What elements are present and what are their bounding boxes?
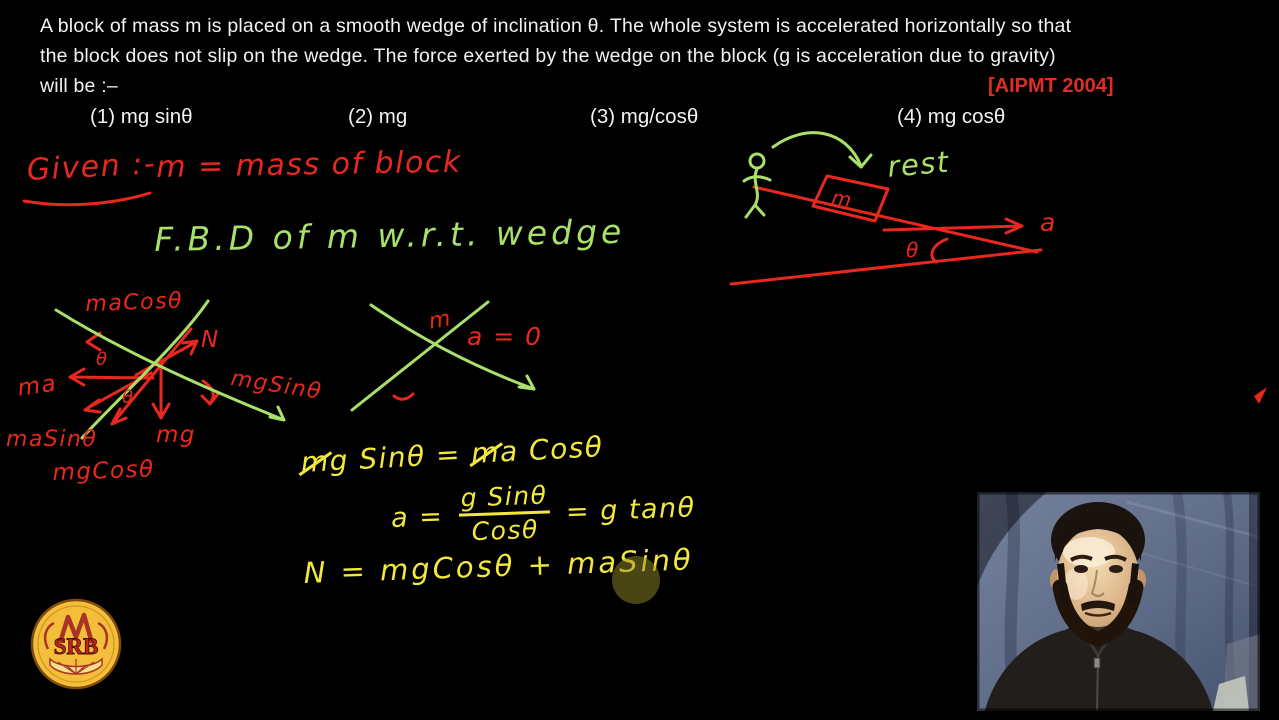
- stick-figure-legs: [744, 203, 766, 219]
- equation-balance: mg Sinθ = ma Cosθ: [300, 430, 604, 479]
- fbd-mg-arrow: [151, 368, 171, 420]
- stick-figure-head: [748, 152, 766, 170]
- eq1-right: a Cosθ: [499, 430, 605, 469]
- zipper-pull: [1093, 657, 1101, 669]
- eq2-tail: = g tanθ: [565, 492, 697, 528]
- logo-left-flourish: [43, 621, 55, 650]
- nose: [1090, 569, 1105, 597]
- fbd-cross-line-1: [54, 308, 286, 422]
- wedge-block-label: m: [829, 185, 855, 213]
- wedge-base-line: [729, 248, 1043, 286]
- fbd-mg-cos-label: mgCosθ: [52, 456, 156, 486]
- option-1: (1) mg sinθ: [90, 105, 193, 128]
- logo-book-pages: [57, 659, 95, 675]
- eq2-lead: a =: [390, 500, 444, 534]
- fbd-ma-arrow: [68, 367, 155, 387]
- logo-text: SRB: [54, 634, 99, 659]
- fraction: g Sinθ Cosθ: [454, 480, 555, 546]
- fbd-ma-label: ma: [16, 370, 59, 402]
- fraction-denominator: Cosθ: [459, 510, 552, 546]
- cancelled-m-left: m: [300, 444, 331, 479]
- acceleration-zero-note: a = 0: [467, 322, 543, 351]
- srb-logo: SRB: [30, 598, 122, 690]
- wedge-angle-arc: [930, 237, 949, 264]
- given-value: m = mass of block: [156, 144, 462, 185]
- fbd-incline-axis-arrow: [110, 327, 193, 426]
- acceleration-arrow: [882, 217, 1024, 235]
- fraction-numerator: g Sinθ: [460, 480, 548, 513]
- stick-figure-body: [753, 167, 759, 207]
- rest-label: rest: [886, 144, 951, 184]
- wedge-acceleration-label: a: [1040, 208, 1057, 237]
- right-eye: [1109, 565, 1123, 573]
- wedge-angle-label: θ: [906, 238, 920, 262]
- wedge-incline-line: [752, 185, 1039, 254]
- eq1-left: g Sinθ: [328, 439, 427, 478]
- red-dash-mark: [392, 392, 415, 401]
- beard: [1052, 579, 1144, 647]
- logo-right-flourish: [97, 621, 109, 650]
- option-3: (3) mg/cosθ: [590, 105, 699, 128]
- fbd-ma-sin-label: maSinθ: [6, 427, 98, 452]
- fbd-mg-label: mg: [156, 422, 197, 448]
- stick-figure: [742, 152, 772, 219]
- rest-curved-arrow: [771, 131, 873, 169]
- forehead-highlight: [1063, 537, 1115, 567]
- given-label: Given :-: [26, 146, 157, 188]
- logo-m-emblem: [57, 612, 95, 644]
- question-line-3: will be :–: [40, 75, 118, 97]
- option-4: (4) mg cosθ: [897, 105, 1006, 128]
- fbd-mg-sin-label: mgSinθ: [229, 366, 324, 406]
- equation-acceleration: a = g Sinθ Cosθ = g tanθ: [390, 477, 697, 548]
- mass-cross-line-2: [350, 300, 490, 412]
- cursor-pointer-icon: [1247, 387, 1267, 404]
- fbd-heading: F.B.D of m w.r.t. wedge: [154, 211, 626, 259]
- option-2: (2) mg: [348, 105, 408, 128]
- cancelled-mass-label: m: [427, 306, 454, 335]
- eq1-sign: =: [435, 437, 462, 472]
- left-eye: [1074, 565, 1088, 573]
- hair-front: [1054, 509, 1142, 562]
- fbd-ma-sin-arrow: [83, 371, 153, 414]
- fbd-ma-cos-label: maCosθ: [85, 288, 184, 317]
- fbd-normal-arrow: [134, 339, 199, 377]
- sideburns: [1057, 563, 1139, 604]
- fbd-upper-chevron: [85, 331, 102, 352]
- given-underline: [22, 191, 152, 207]
- right-eyebrow: [1104, 554, 1128, 562]
- webcam-video: [974, 489, 1263, 714]
- logo-inner-ring: [37, 605, 115, 683]
- mouth: [1084, 611, 1112, 617]
- instructor-portrait: [974, 489, 1263, 714]
- question-line-2: the block does not slip on the wedge. Th…: [40, 45, 1056, 67]
- fbd-theta-lower-label: θ: [122, 387, 135, 408]
- fbd-theta-upper-label: θ: [96, 349, 109, 370]
- mustache: [1081, 600, 1115, 611]
- cheek-highlight: [1064, 568, 1088, 600]
- cancelled-m-right: m: [470, 435, 501, 471]
- left-eyebrow: [1069, 554, 1093, 562]
- fbd-normal-label: N: [201, 327, 220, 353]
- stick-figure-arms: [742, 175, 772, 183]
- fbd-mg-sin-arrow: [200, 379, 220, 406]
- instructor: [985, 502, 1213, 712]
- exam-source-tag: [AIPMT 2004]: [988, 75, 1114, 97]
- cursor-highlight: [612, 556, 660, 604]
- question-line-1: A block of mass m is placed on a smooth …: [40, 15, 1072, 37]
